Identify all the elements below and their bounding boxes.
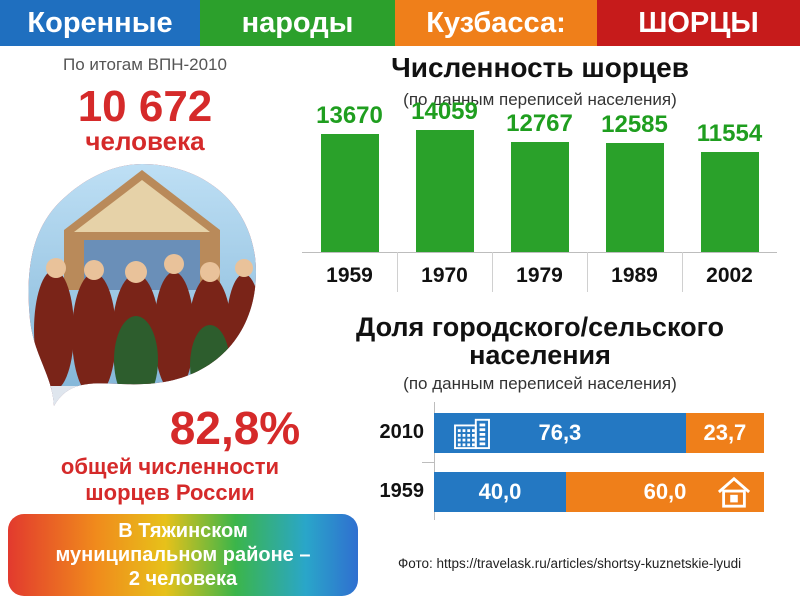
chart1-value-label: 11554 (696, 120, 763, 148)
chart1-baseline (302, 252, 777, 253)
district-line-1: В Тяжинском (118, 520, 248, 542)
district-note: В Тяжинском муниципальном районе – 2 чел… (8, 514, 358, 596)
chart1-value-label: 14059 (411, 98, 478, 126)
building-icon (454, 418, 490, 450)
house-icon (717, 476, 751, 508)
chart2-subtitle: (по данным переписей населения) (403, 374, 677, 393)
population-value: 10 672 (77, 82, 213, 131)
title-banner: Коренные народы Кузбасса: ШОРЦЫ (0, 0, 800, 46)
census-caption: По итогам ВПН-2010 (63, 55, 227, 74)
chart1-category-label: 1979 (516, 264, 563, 287)
chart2-title-line-1: Доля городского/сельского (356, 312, 724, 342)
chart1-category-label: 1989 (611, 264, 658, 287)
chart1-separator (492, 252, 493, 292)
banner-segment-1: Коренные (0, 0, 200, 46)
chart1-bar-1970 (415, 130, 474, 252)
chart1-category-label: 1970 (421, 264, 468, 287)
district-line-3: 2 человека (128, 568, 238, 590)
banner-segment-3: Кузбасса: (395, 0, 597, 46)
chart2-row-divider (422, 462, 434, 463)
chart1-subtitle: (по данным переписей населения) (403, 90, 677, 109)
chart1-separator (397, 252, 398, 292)
chart1-title: Численность шорцев (391, 52, 689, 83)
chart1-value-label: 13670 (316, 101, 383, 129)
chart1-value-label: 12767 (506, 109, 573, 137)
chart1-bar-2002 (700, 152, 759, 252)
chart1-bar-1979 (510, 141, 569, 252)
chart1-value-label: 12585 (601, 111, 668, 139)
banner-segment-4: ШОРЦЫ (597, 0, 800, 46)
speech-bubble-photo (28, 164, 256, 406)
photo-source: Фото: https://travelask.ru/articles/shor… (398, 556, 742, 571)
chart2-title-line-2: населения (469, 340, 611, 370)
share-value: 82,8% (169, 402, 301, 454)
banner-segment-2: народы (200, 0, 395, 46)
district-line-2: муниципальном районе – (55, 544, 311, 566)
chart1-separator (587, 252, 588, 292)
chart1-bar-1989 (605, 143, 664, 252)
chart1-category-label: 2002 (706, 264, 753, 287)
chart2-segment-1959-urban: 40,0 (434, 472, 566, 512)
share-caption-line-2: шорцев России (85, 480, 255, 505)
share-caption-line-1: общей численности (60, 454, 280, 479)
chart1-bar-1959 (320, 133, 379, 252)
chart1-separator (682, 252, 683, 292)
chart2-category-label: 2010 (379, 421, 425, 443)
population-unit: человека (85, 126, 205, 156)
chart2-segment-2010-rural: 23,7 (685, 413, 764, 453)
chart2-category-label: 1959 (379, 480, 425, 502)
chart1-category-label: 1959 (326, 264, 373, 287)
chart2-axis (434, 402, 435, 520)
